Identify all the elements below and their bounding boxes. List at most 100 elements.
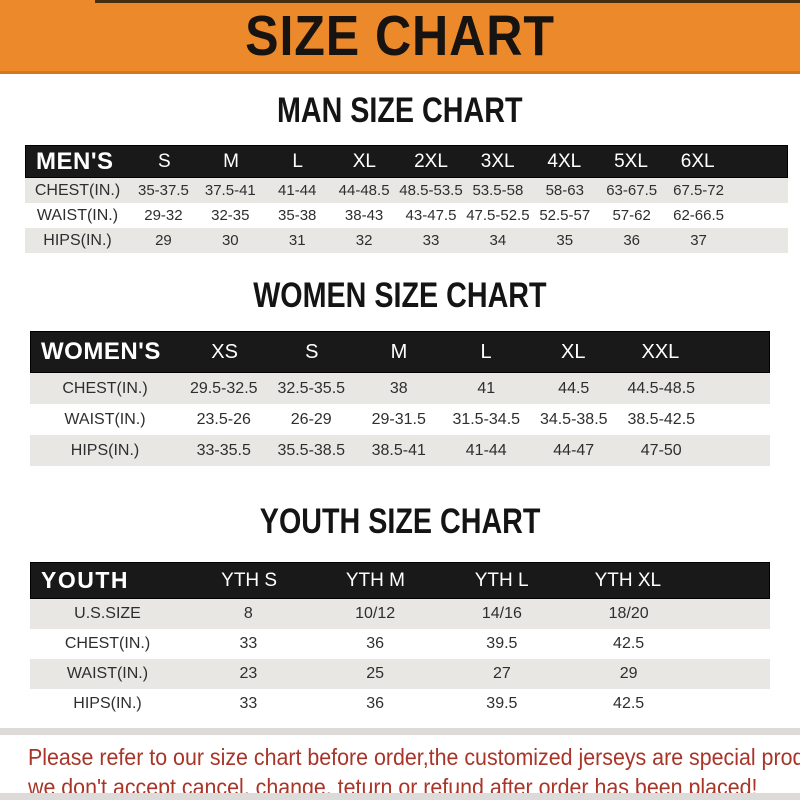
- size-column-header: XL: [561, 340, 586, 363]
- size-cell: 26-29: [290, 410, 332, 428]
- row-label: U.S.SIZE: [74, 605, 141, 622]
- size-cell: 25: [366, 665, 385, 682]
- size-cell: 33: [239, 635, 258, 652]
- size-cell: 31: [288, 232, 306, 249]
- page-title: SIZE CHART: [245, 3, 555, 68]
- size-cell: 23.5-26: [196, 410, 251, 428]
- size-cell: 23: [239, 665, 258, 682]
- size-cell: 35-38: [278, 207, 317, 224]
- size-cell: 42.5: [613, 635, 645, 652]
- size-cell: 44-47: [553, 441, 595, 459]
- size-cell: 39.5: [486, 695, 518, 712]
- size-column-header: S: [305, 340, 319, 363]
- size-cell: 33-35.5: [196, 441, 251, 459]
- size-cell: 33: [422, 232, 440, 249]
- footer-note: Please refer to our size chart before or…: [0, 735, 800, 802]
- size-column-header: 2XL: [414, 150, 448, 172]
- size-cell: 34: [489, 232, 507, 249]
- size-cell: 44-48.5: [338, 182, 390, 199]
- size-cell: 32: [355, 232, 373, 249]
- size-cell: 44.5: [558, 379, 590, 397]
- row-label: HIPS(IN.): [73, 695, 142, 712]
- table-row-waist: WAIST(IN.) 29-32 32-35 35-38 38-43 43-47…: [25, 203, 788, 228]
- divider-line: [0, 728, 800, 735]
- size-cell: 41-44: [465, 441, 507, 459]
- size-cell: 14/16: [481, 605, 522, 622]
- banner: SIZE CHART: [0, 0, 800, 74]
- size-column-header: S: [157, 150, 171, 172]
- row-label: HIPS(IN.): [43, 231, 112, 249]
- row-label: CHEST(IN.): [64, 635, 151, 652]
- row-label: WAIST(IN.): [36, 206, 119, 224]
- size-cell: 52.5-57: [539, 207, 591, 224]
- size-cell: 29-31.5: [371, 410, 426, 428]
- youth-table-header-row: YOUTH YTH S YTH M YTH L YTH XL: [30, 562, 770, 599]
- size-cell: 67.5-72: [673, 182, 724, 199]
- size-cell: 36: [623, 232, 640, 249]
- table-row-hips: HIPS(IN.) 33-35.5 35.5-38.5 38.5-41 41-4…: [30, 435, 770, 466]
- size-column-header: 4XL: [547, 150, 582, 172]
- size-cell: 47.5-52.5: [466, 207, 530, 224]
- size-cell: 47-50: [640, 441, 682, 459]
- table-row-us-size: U.S.SIZE 8 10/12 14/16 18/20: [30, 599, 770, 629]
- bottom-divider-line: [0, 793, 800, 800]
- womens-heading-text: WOMEN SIZE CHART: [253, 276, 547, 315]
- table-row-hips: HIPS(IN.) 33 36 39.5 42.5: [30, 689, 770, 719]
- size-cell: 39.5: [486, 635, 518, 652]
- size-cell: 41: [477, 379, 496, 397]
- womens-table-header-row: WOMEN'S XS S M L XL XXL: [30, 331, 770, 373]
- size-cell: 35.5-38.5: [277, 441, 346, 459]
- table-row-chest: CHEST(IN.) 35-37.5 37.5-41 41-44 44-48.5…: [25, 178, 788, 203]
- size-cell: 29-32: [144, 207, 183, 224]
- mens-heading-text: MAN SIZE CHART: [277, 91, 523, 130]
- size-cell: 29.5-32.5: [189, 379, 258, 397]
- size-column-header: XS: [211, 340, 238, 363]
- size-column-header: YTH XL: [594, 569, 662, 591]
- size-cell: 18/20: [608, 605, 649, 622]
- size-cell: 38-43: [344, 207, 384, 224]
- youth-table-label: YOUTH: [41, 567, 129, 593]
- size-cell: 33: [239, 695, 258, 712]
- mens-table-header-row: MEN'S S M L XL 2XL 3XL 4XL 5XL 6XL: [25, 145, 788, 178]
- size-column-header: YTH S: [221, 569, 278, 591]
- youth-heading-text: YOUTH SIZE CHART: [259, 502, 541, 541]
- row-label: CHEST(IN.): [62, 379, 148, 397]
- size-cell: 34.5-38.5: [539, 410, 608, 428]
- size-cell: 38.5-41: [371, 441, 426, 459]
- size-column-header: 6XL: [680, 150, 715, 172]
- size-cell: 43-47.5: [405, 207, 457, 224]
- size-cell: 62-66.5: [673, 207, 724, 224]
- size-cell: 10/12: [355, 605, 396, 622]
- size-cell: 29: [155, 232, 172, 249]
- size-cell: 48.5-53.5: [399, 182, 463, 199]
- youth-section-heading: YOUTH SIZE CHART: [0, 502, 800, 542]
- mens-size-table: MEN'S S M L XL 2XL 3XL 4XL 5XL 6XL CHEST…: [25, 145, 788, 253]
- row-label: WAIST(IN.): [64, 410, 146, 428]
- size-cell: 27: [492, 665, 511, 682]
- footer-note-line1: Please refer to our size chart before or…: [28, 744, 800, 770]
- row-label: WAIST(IN.): [66, 665, 149, 682]
- womens-size-table: WOMEN'S XS S M L XL XXL CHEST(IN.) 29.5-…: [30, 331, 770, 466]
- size-column-header: M: [223, 150, 239, 172]
- size-cell: 38.5-42.5: [627, 410, 696, 428]
- size-column-header: YTH M: [345, 569, 405, 591]
- size-column-header: L: [292, 150, 303, 172]
- size-cell: 41-44: [278, 182, 317, 199]
- table-row-chest: CHEST(IN.) 29.5-32.5 32.5-35.5 38 41 44.…: [30, 373, 770, 404]
- size-cell: 38: [389, 379, 408, 397]
- size-cell: 32.5-35.5: [277, 379, 346, 397]
- size-column-header: 3XL: [480, 150, 515, 172]
- youth-size-table: YOUTH YTH S YTH M YTH L YTH XL U.S.SIZE …: [30, 562, 770, 719]
- size-cell: 42.5: [613, 695, 645, 712]
- table-row-waist: WAIST(IN.) 23 25 27 29: [30, 659, 770, 689]
- table-row-chest: CHEST(IN.) 33 36 39.5 42.5: [30, 629, 770, 659]
- row-label: HIPS(IN.): [70, 441, 140, 459]
- size-cell: 37.5-41: [204, 182, 256, 199]
- size-cell: 35: [556, 232, 574, 249]
- womens-section-heading: WOMEN SIZE CHART: [0, 276, 800, 316]
- size-cell: 44.5-48.5: [627, 379, 696, 397]
- size-cell: 30: [221, 232, 239, 249]
- size-column-header: XL: [352, 150, 376, 172]
- row-label: CHEST(IN.): [34, 181, 121, 199]
- mens-section-heading: MAN SIZE CHART: [0, 91, 800, 131]
